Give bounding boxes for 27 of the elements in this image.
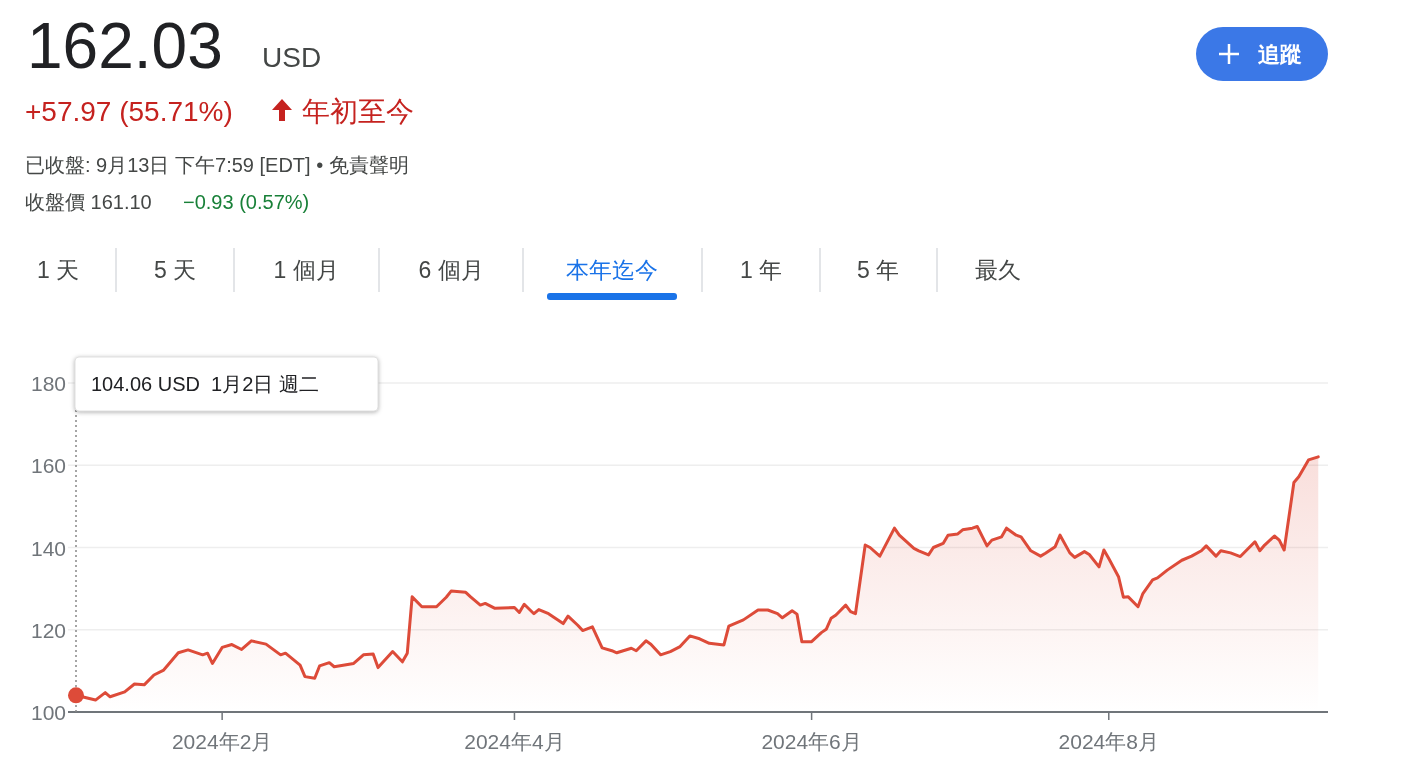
x-tick-label: 2024年2月 [171, 730, 273, 753]
text: 5 年 [856, 257, 900, 283]
text: 最久 [975, 257, 1021, 283]
text: +57.97 (55.71%) [25, 96, 233, 127]
text: 收盤價 161.10 [25, 191, 152, 213]
annotation: 104.06 USD 1月2日 週二 [91, 373, 319, 395]
text: 5 天 [153, 257, 197, 283]
text: 1 年 [739, 257, 783, 283]
text: 已收盤: 9月13日 下午7:59 [EDT] • 免責聲明 [25, 154, 409, 176]
text: USD [262, 42, 322, 73]
y-tick-label: 120 [30, 618, 66, 642]
text: 年初至今 [302, 96, 414, 127]
text: 1 個月 [273, 257, 339, 283]
text: 6 個月 [418, 257, 484, 283]
text: 本年迄今 [566, 257, 658, 283]
tooltip: 104.06 USD 1月2日 週二 [74, 356, 379, 412]
y-tick-label: 160 [30, 454, 66, 478]
y-tick-label: 180 [30, 372, 66, 395]
y-tick-label: 100 [30, 701, 66, 724]
x-tick-label: 2024年8月 [1058, 730, 1159, 753]
text: 追蹤 [1258, 42, 1302, 67]
text: −0.93 (0.57%) [183, 191, 310, 213]
text: 1 天 [36, 257, 80, 283]
x-tick-label: 2024年4月 [464, 730, 565, 753]
x-tick-label: 2024年6月 [761, 730, 862, 753]
chart-title: 162.03 [27, 10, 223, 82]
y-tick-label: 140 [30, 536, 66, 560]
